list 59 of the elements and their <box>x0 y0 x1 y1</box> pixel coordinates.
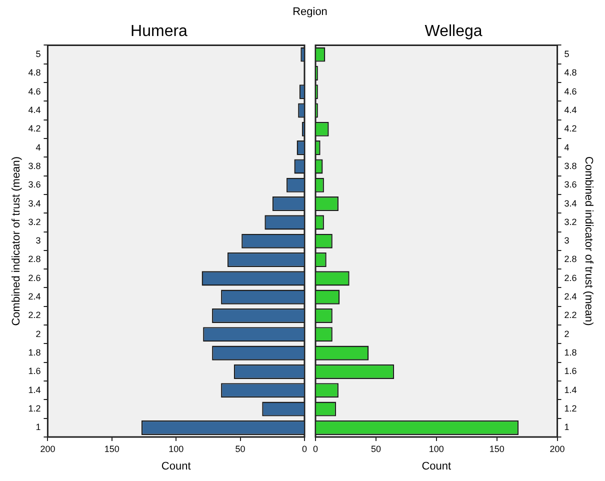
y-tick-label: 4.8 <box>28 68 41 78</box>
y-tick-label: 1.6 <box>564 366 577 376</box>
y-tick-label: 4.6 <box>28 86 41 96</box>
x-tick-label: 200 <box>40 444 56 454</box>
y-tick-label: 1 <box>36 422 41 432</box>
y-tick-label: 1.8 <box>564 348 577 358</box>
chart-title: Humera <box>130 23 188 40</box>
y-tick-label: 2.6 <box>564 272 577 283</box>
x-tick-label: 50 <box>370 444 381 454</box>
y-tick-label: 1.2 <box>28 404 41 414</box>
y-tick-label: 5 <box>36 49 41 60</box>
y-tick-label: 2.8 <box>564 254 577 264</box>
x-tick-label: 0 <box>302 444 308 454</box>
y-tick-label: 3.6 <box>28 180 41 190</box>
y-tick-label: 2.2 <box>564 310 577 320</box>
y-tick-label: 2 <box>36 328 41 339</box>
x-tick-label: 50 <box>235 444 246 454</box>
y-tick-label: 1.8 <box>28 348 41 358</box>
x-tick-label: 0 <box>312 444 318 454</box>
y-axis-title: Combined indicator of trust (mean) <box>582 156 594 326</box>
y-tick-label: 2.4 <box>28 292 41 302</box>
y-tick-label: 3.8 <box>564 160 577 171</box>
y-tick-label: 4.8 <box>564 68 577 78</box>
x-axis-title: Count <box>161 460 191 472</box>
y-tick-label: 4 <box>36 142 41 152</box>
y-tick-label: 1.4 <box>564 384 577 395</box>
y-tick-label: 2 <box>564 328 570 339</box>
y-tick-label: 4.6 <box>564 86 577 96</box>
y-tick-label: 3.2 <box>564 216 577 227</box>
x-axis-title: Count <box>422 460 452 472</box>
x-tick-label: 100 <box>168 444 184 454</box>
y-tick-label: 3.8 <box>28 160 41 171</box>
x-tick-label: 150 <box>104 444 120 454</box>
y-tick-label: 3 <box>36 236 41 246</box>
y-tick-label: 3 <box>564 236 570 246</box>
y-tick-label: 1 <box>564 422 570 432</box>
y-tick-label: 4.4 <box>564 104 577 115</box>
chart-title: Wellega <box>424 23 482 40</box>
y-tick-label: 3.4 <box>28 198 41 208</box>
y-tick-label: 2.6 <box>28 272 41 283</box>
x-tick-label: 200 <box>550 444 565 454</box>
y-axis-title: Combined indicator of trust (mean) <box>10 156 23 326</box>
text: Region <box>292 6 328 18</box>
y-tick-label: 3.2 <box>28 216 41 227</box>
x-tick-label: 100 <box>428 444 444 454</box>
y-tick-label: 5 <box>564 49 570 60</box>
y-tick-label: 2.8 <box>28 254 41 264</box>
y-tick-label: 4.4 <box>28 104 41 115</box>
y-tick-label: 3.6 <box>564 180 577 190</box>
y-tick-label: 4.2 <box>564 124 577 134</box>
y-tick-label: 4.2 <box>28 124 41 134</box>
y-tick-label: 1.4 <box>28 384 41 395</box>
y-tick-label: 3.4 <box>564 198 577 208</box>
y-tick-label: 1.2 <box>564 404 577 414</box>
y-tick-label: 2.4 <box>564 292 577 302</box>
x-tick-label: 150 <box>489 444 504 454</box>
y-tick-label: 1.6 <box>28 366 41 376</box>
y-tick-label: 2.2 <box>28 310 41 320</box>
y-tick-label: 4 <box>564 142 570 152</box>
